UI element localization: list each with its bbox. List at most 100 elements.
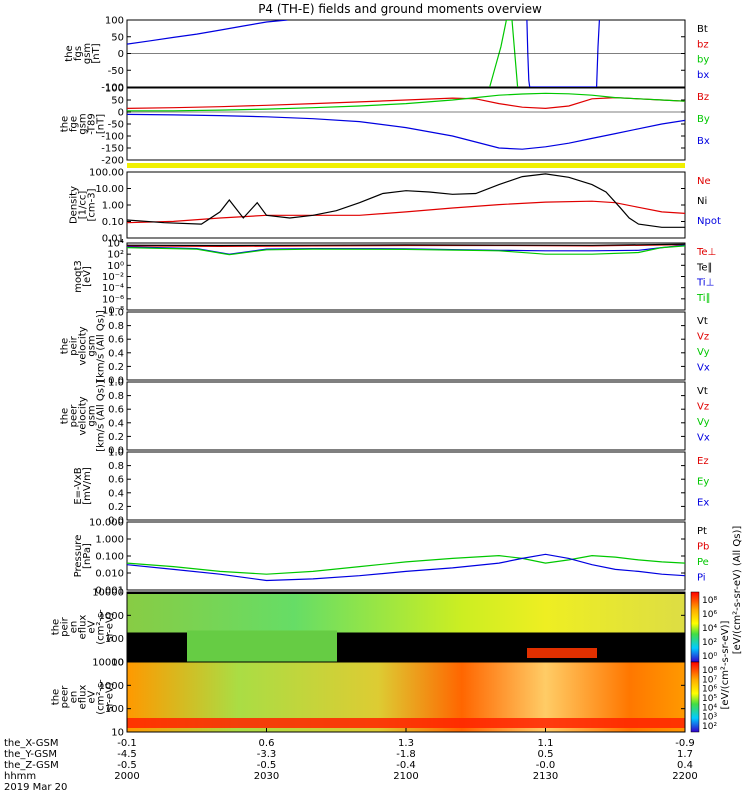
colorbar-tick-label: 10⁶	[702, 610, 717, 620]
y-tick-label: 10⁻²	[102, 272, 124, 283]
y-axis-label: sr-eV)	[105, 612, 116, 641]
y-tick-label: 0.0	[108, 516, 124, 527]
legend-Bx: Bx	[697, 136, 710, 147]
x-axis-labels: -0.1-4.5-0.520000.6-3.3-0.520301.3-1.8-0…	[4, 728, 698, 793]
y-tick-label: -150	[101, 144, 124, 155]
y-axis-label: [nPa]	[82, 543, 93, 569]
y-tick-label: 0.8	[108, 321, 124, 332]
y-tick-label: 10⁻⁶	[102, 294, 124, 305]
colorbar-tick-label: 10⁰	[702, 652, 717, 662]
heatmap-hot-spot	[527, 648, 597, 658]
y-tick-label: 0.001	[95, 586, 124, 597]
series-line-Pi	[127, 553, 685, 582]
y-axis-label: velocity	[78, 326, 89, 365]
panel-peer_eflux: 10000 1000 100 10 thepeerenefluxeV(cm²-s-sr-…	[51, 658, 718, 739]
y-tick-label: 0.010	[95, 569, 124, 580]
legend-Vy: Vy	[697, 417, 710, 428]
x-tick-label: 2100	[393, 771, 418, 782]
panel-frame	[126, 451, 686, 521]
y-axis-label: peer	[69, 404, 80, 428]
y-axis-label: E=-VxB	[73, 467, 84, 504]
y-axis-label: the	[51, 689, 62, 705]
y-axis-label: [mV/m]	[82, 467, 93, 505]
panel-peer_velocity: 1.0 0.8 0.6 0.4 0.2 0.0 thepeervelocitygsm[km/…	[60, 378, 710, 457]
colorbar-tick-label: 10²	[702, 722, 717, 732]
y-axis-label: [1/cc]	[78, 191, 89, 220]
y-axis-label: eV	[87, 690, 98, 703]
y-tick-label: 0.2	[108, 362, 124, 373]
colorbar-tick-label: 10⁷	[702, 675, 717, 685]
series-line-Te∥	[127, 243, 685, 247]
panel-frame	[126, 311, 686, 381]
x-tick-label: -0.0	[536, 760, 556, 771]
y-axis-label: eflux	[78, 685, 89, 710]
series-line-bx	[127, 20, 288, 45]
x-tick-label: 2130	[533, 771, 558, 782]
x-tick-label: 2030	[254, 771, 279, 782]
heatmap-low-energy-band	[127, 718, 685, 728]
x-tick-label: -0.9	[675, 738, 695, 749]
legend-Pt: Pt	[697, 526, 707, 537]
y-tick-label: 10⁰	[107, 261, 124, 272]
y-tick-label: 0.4	[108, 488, 124, 499]
y-tick-label: 0.6	[108, 405, 124, 416]
y-axis-label: eflux	[78, 615, 89, 640]
y-axis-label: sr-eV)	[105, 682, 116, 711]
y-tick-label: 10	[111, 728, 124, 739]
panel-pressure: 10.000 1.000 0.100 0.010 0.001 Pressure[nPa] P…	[73, 518, 743, 655]
y-tick-label: -100	[101, 83, 124, 94]
y-axis-label: eV	[87, 620, 98, 633]
colorbar-bar	[690, 661, 700, 733]
y-tick-label: 50	[111, 32, 124, 43]
panel-peir_eflux: 10000 1000 100 10 thepeirenefluxeV(cm²-s-sr-…	[51, 588, 718, 669]
x-row-label: hhmm	[4, 771, 36, 782]
y-tick-label: 0.4	[108, 418, 124, 429]
legend-Vz: Vz	[697, 402, 709, 413]
y-tick-label: 0.0	[108, 376, 124, 387]
colorbar-bar	[690, 591, 700, 663]
y-tick-label: 0.10	[102, 217, 124, 228]
y-tick-label: 1000	[99, 681, 124, 692]
colorbar-tick-label: 10⁶	[702, 685, 717, 695]
y-axis-label: [eV]	[82, 266, 93, 287]
y-tick-label: 100	[105, 704, 124, 715]
legend-Bt: Bt	[697, 24, 708, 35]
y-axis-label: [km/s (All Qs)]	[96, 310, 107, 382]
legend-Vx: Vx	[697, 433, 710, 444]
series-group	[127, 553, 685, 582]
y-tick-label: -50	[108, 66, 124, 77]
legend-Npot: Npot	[697, 216, 721, 227]
y-tick-label: 10²	[107, 250, 124, 261]
y-axis-label: (cm²-s-	[96, 679, 107, 715]
series-group	[127, 243, 685, 256]
legend-Ne: Ne	[697, 176, 711, 187]
x-row-label: the_Y-GSM	[4, 749, 57, 760]
x-tick-label: 0.5	[538, 749, 554, 760]
y-tick-label: 0.8	[108, 391, 124, 402]
y-tick-label: 10⁴	[107, 239, 124, 250]
legend-Te∥: Te∥	[696, 262, 713, 273]
y-tick-label: 10.00	[95, 184, 124, 195]
x-tick-label: 1.3	[398, 738, 414, 749]
y-tick-label: 10	[111, 658, 124, 669]
y-tick-label: 0.8	[108, 461, 124, 472]
x-tick-label: -0.1	[117, 738, 137, 749]
legend-bx: bx	[697, 70, 709, 81]
x-tick-label: -0.5	[257, 760, 277, 771]
colorbar-tick-label: 10⁸	[702, 666, 717, 676]
y-axis-label: en	[69, 691, 80, 704]
series-line-Bx	[127, 113, 685, 150]
colorbar: 10⁸ 10⁶ 10⁴ 10² 10⁰	[690, 591, 717, 663]
legend-Ni: Ni	[697, 196, 707, 207]
legend-Vy: Vy	[697, 347, 710, 358]
legend-Ey: Ey	[697, 477, 709, 488]
legend-Vt: Vt	[697, 386, 708, 397]
x-tick-label: -0.4	[396, 760, 416, 771]
y-tick-label: -200	[101, 156, 124, 167]
colorbar-tick-label: 10³	[702, 713, 717, 723]
panel-efield: 1.0 0.8 0.6 0.4 0.2 0.0 E=-VxB[mV/m] Ez Ey Ex	[73, 448, 709, 527]
y-tick-label: 0.6	[108, 335, 124, 346]
legend-Bz: Bz	[697, 92, 709, 103]
